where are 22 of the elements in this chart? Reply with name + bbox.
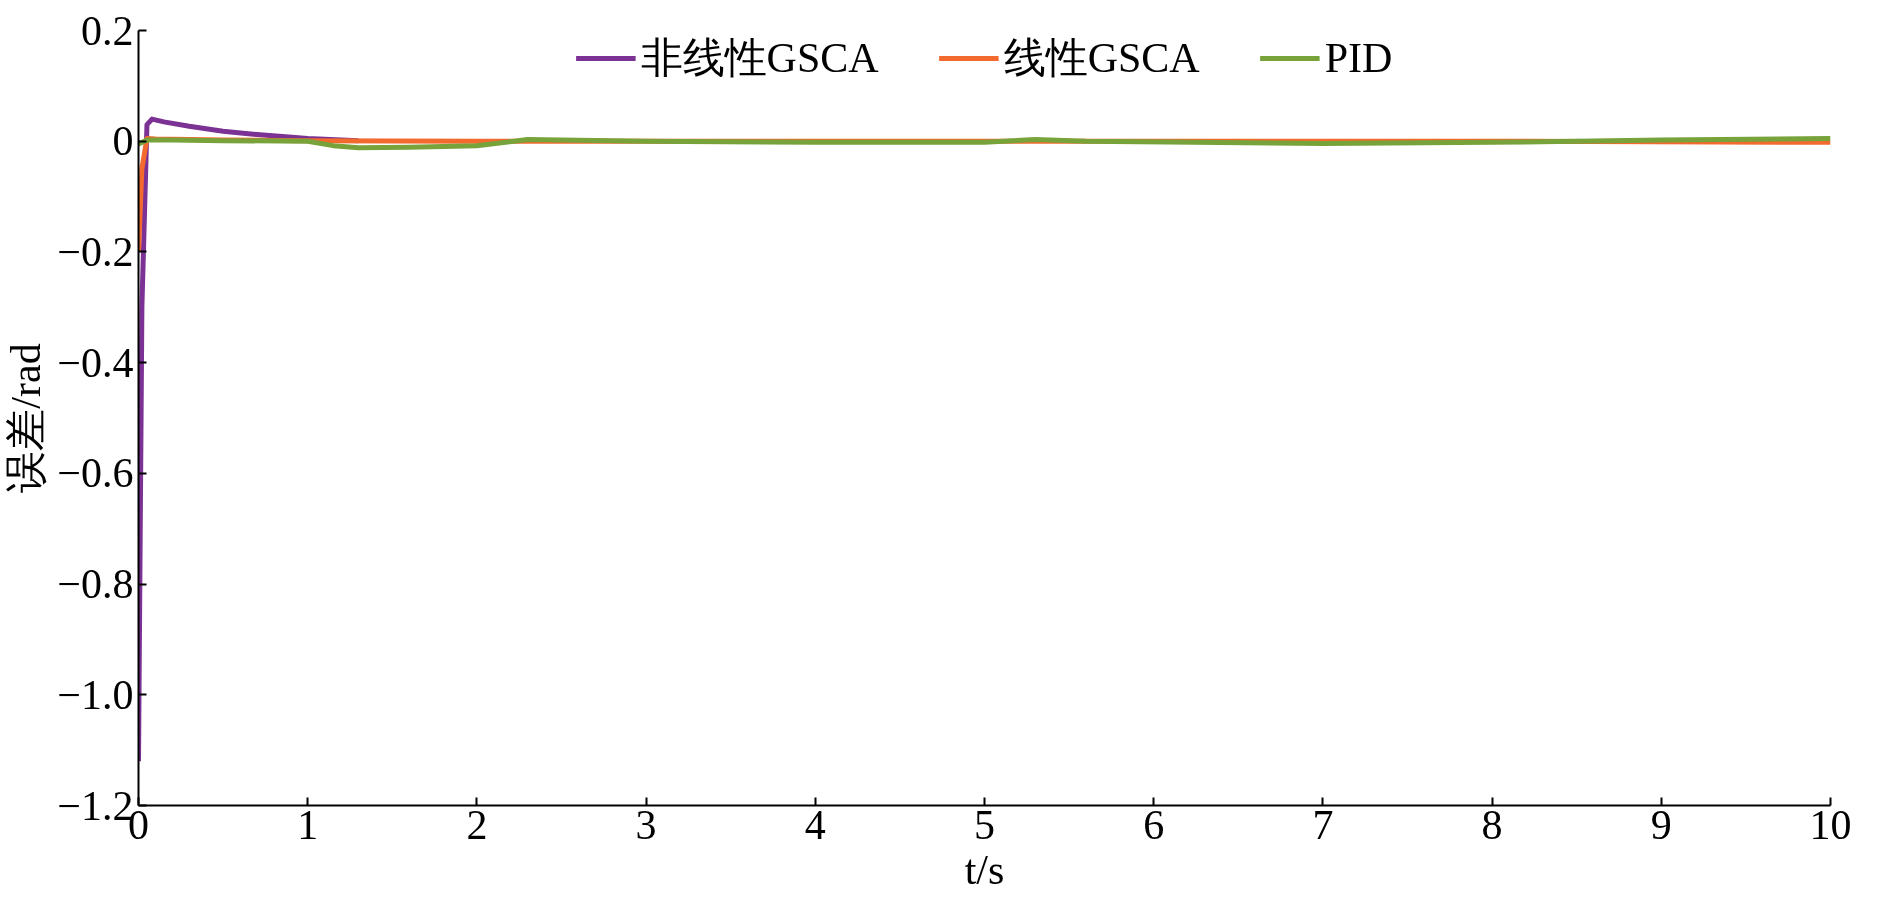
- x-axis-title: t/s: [964, 846, 1005, 893]
- x-tick-label: 4: [804, 801, 826, 848]
- x-tick-label: 5: [974, 801, 995, 848]
- x-tick-label: 3: [635, 801, 657, 848]
- x-tick-label: 7: [1312, 801, 1334, 848]
- y-tick-label: −0.2: [57, 228, 134, 275]
- legend-label: PID: [1324, 34, 1393, 82]
- x-tick-label: 9: [1650, 801, 1672, 848]
- y-tick-label: 0.2: [81, 7, 134, 54]
- y-tick-label: −1.0: [57, 671, 134, 718]
- x-tick-label: 6: [1143, 801, 1165, 848]
- legend-label: 线性GSCA: [1003, 34, 1200, 83]
- y-tick-label: −0.4: [57, 339, 134, 386]
- x-tick-label: 1: [297, 801, 319, 848]
- x-tick-label: 8: [1481, 801, 1503, 848]
- x-tick-label: 2: [466, 801, 488, 848]
- y-tick-label: −0.6: [57, 450, 134, 497]
- y-tick-label: −0.8: [57, 561, 134, 608]
- legend-label: 非线性GSCA: [640, 34, 879, 83]
- x-tick-label: 10: [1809, 801, 1852, 848]
- y-axis-title: 误差/rad: [3, 343, 50, 493]
- y-tick-label: 0: [112, 118, 134, 165]
